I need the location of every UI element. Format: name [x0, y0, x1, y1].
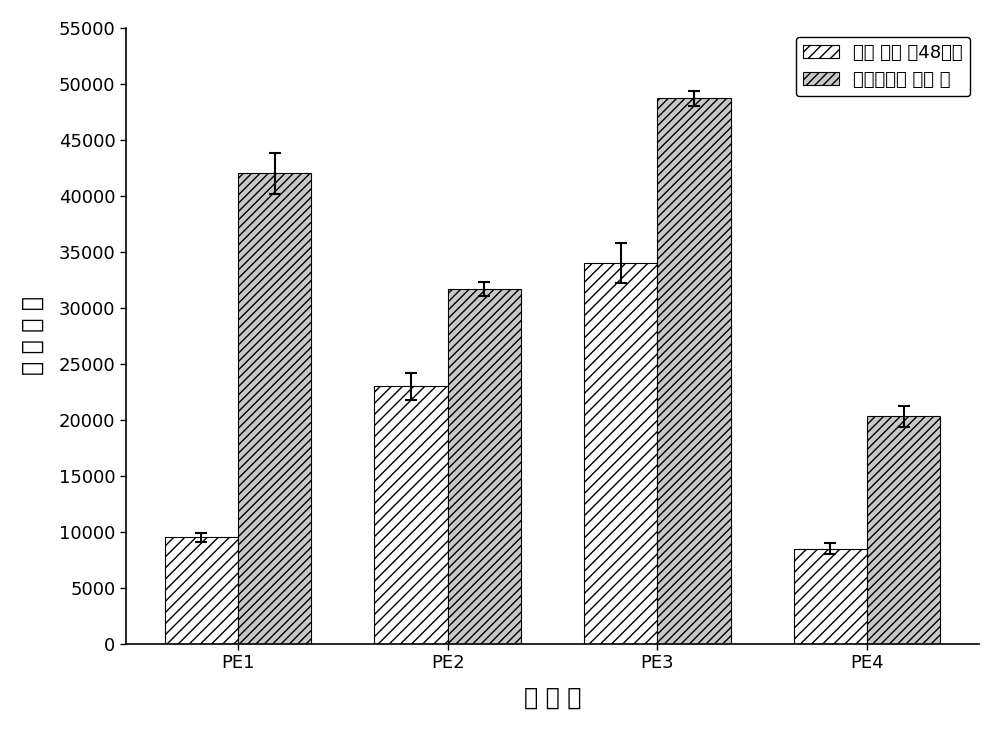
Legend: 瞬时 转染 后48小时, 慢病毒感染 细胞 库: 瞬时 转染 后48小时, 慢病毒感染 细胞 库 [796, 37, 970, 96]
Bar [794, 549, 867, 644]
Bar [867, 417, 940, 644]
Bar [584, 263, 657, 644]
Bar [238, 173, 311, 644]
Bar [374, 386, 448, 644]
Bar [448, 289, 521, 644]
X-axis label: 启 动 子: 启 动 子 [524, 686, 581, 711]
Bar [165, 537, 238, 644]
Y-axis label: 荧 光 强 度: 荧 光 强 度 [21, 296, 45, 375]
Bar [657, 99, 731, 644]
